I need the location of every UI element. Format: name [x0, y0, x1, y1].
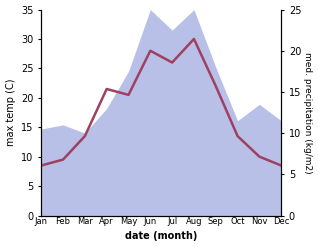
Y-axis label: max temp (C): max temp (C) [5, 79, 16, 146]
X-axis label: date (month): date (month) [125, 231, 197, 242]
Y-axis label: med. precipitation (kg/m2): med. precipitation (kg/m2) [303, 52, 313, 173]
